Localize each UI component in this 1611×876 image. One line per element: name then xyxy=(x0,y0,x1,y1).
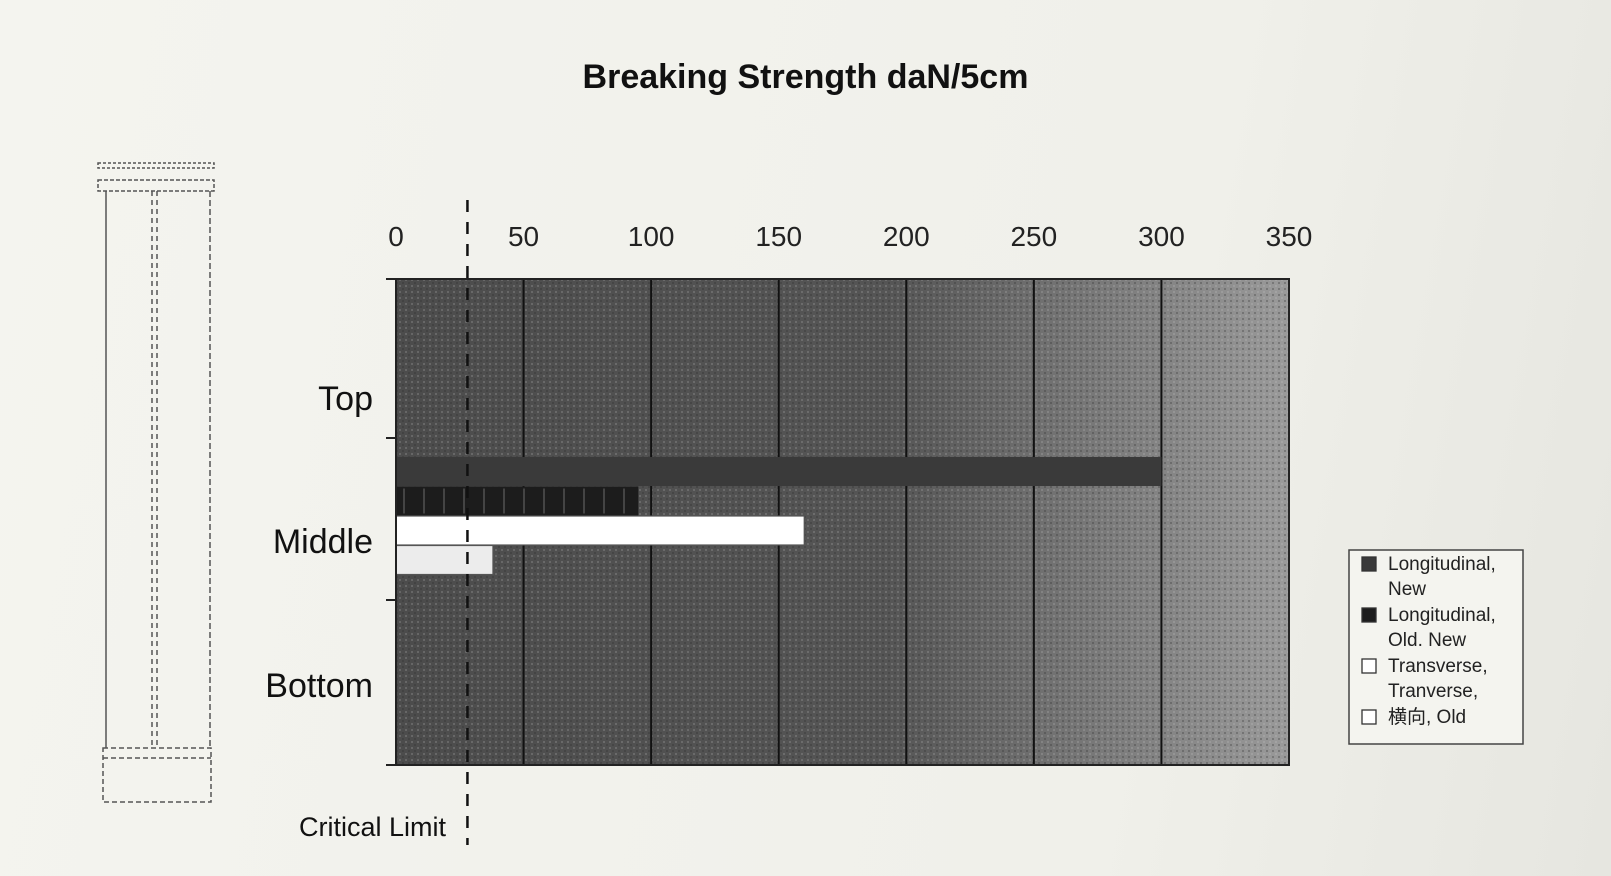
bar xyxy=(395,544,494,576)
x-tick-label: 50 xyxy=(508,221,539,252)
bar xyxy=(395,515,805,546)
column-base xyxy=(102,747,212,803)
x-tick-label: 250 xyxy=(1010,221,1057,252)
legend-swatch xyxy=(1361,709,1377,725)
legend-swatch xyxy=(1361,658,1377,674)
column-cap xyxy=(97,179,215,192)
legend-label: Longitudinal, xyxy=(1388,605,1496,626)
legend-label: Old. New xyxy=(1388,630,1466,651)
x-tick-label: 300 xyxy=(1138,221,1185,252)
legend-swatch xyxy=(1361,556,1377,572)
legend-label: New xyxy=(1388,579,1426,600)
x-tick-label: 0 xyxy=(388,221,404,252)
bar xyxy=(396,457,1162,486)
legend-label: Longitudinal, xyxy=(1388,554,1496,575)
critical-limit-label: Critical Limit xyxy=(299,812,447,842)
x-tick-label: 100 xyxy=(628,221,675,252)
legend-box xyxy=(1348,549,1524,745)
legend-label: 横向, Old xyxy=(1388,706,1466,728)
legend-swatch xyxy=(1361,607,1377,623)
column-cap-top xyxy=(97,162,215,169)
chart-title: Breaking Strength daN/5cm xyxy=(582,58,1029,96)
category-label: Top xyxy=(318,380,373,418)
plot-border xyxy=(395,278,1290,766)
column-drawing xyxy=(97,162,215,803)
x-tick-label: 200 xyxy=(883,221,930,252)
legend-label: Transverse, xyxy=(1388,656,1488,677)
x-tick-label: 150 xyxy=(755,221,802,252)
legend: Longitudinal, New Longitudinal, Old. New Tra… xyxy=(1348,549,1524,745)
category-label: Bottom xyxy=(265,667,373,705)
x-tick-label: 350 xyxy=(1266,221,1313,252)
legend-label: Tranverse, xyxy=(1388,681,1478,702)
category-label: Middle xyxy=(273,523,373,561)
bar xyxy=(396,486,639,516)
